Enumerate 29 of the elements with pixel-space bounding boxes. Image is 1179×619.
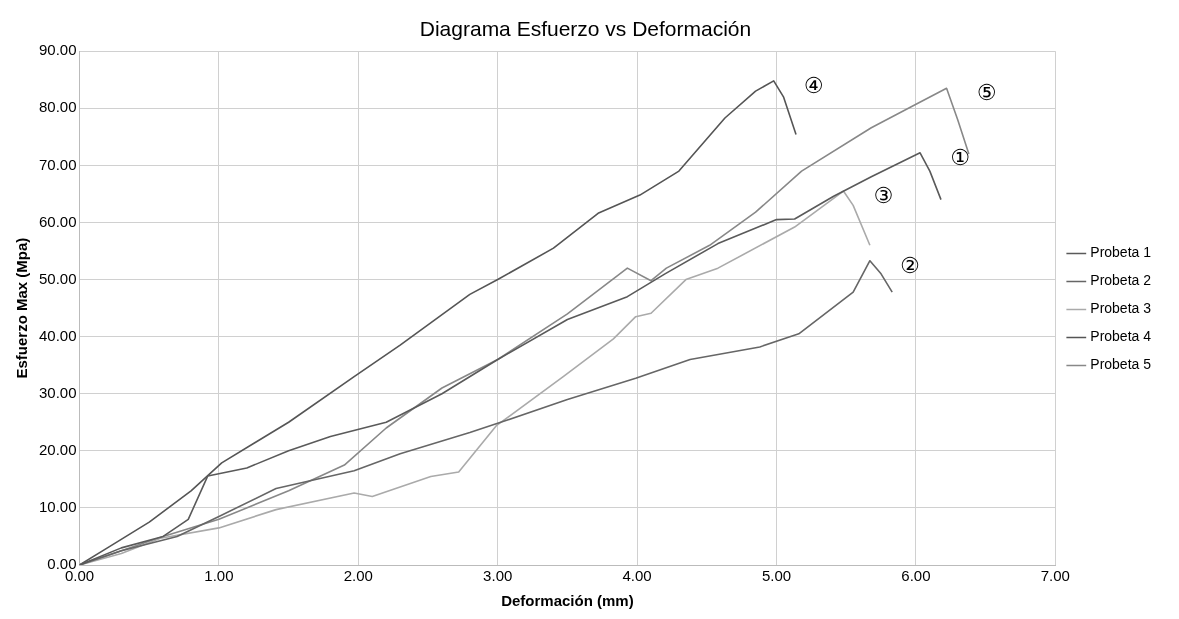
annotation: ① [950, 144, 970, 170]
y-tick-label: 90.00 [38, 41, 77, 59]
x-tick-label: 7.00 [1040, 567, 1070, 585]
annotation: ② [900, 252, 920, 278]
x-axis-title: Deformación (mm) [501, 592, 634, 610]
x-tick-label: 5.00 [761, 567, 792, 585]
legend-label: Probeta 4 [1090, 328, 1152, 345]
y-tick-label: 40.00 [38, 326, 77, 344]
x-tick-label: 1.00 [204, 567, 234, 585]
chart-title: Diagrama Esfuerzo vs Deformación [419, 17, 752, 41]
y-tick-label: 70.00 [38, 155, 77, 173]
annotation: ⑤ [976, 80, 997, 106]
y-tick-label: 20.00 [38, 440, 77, 458]
legend-label: Probeta 1 [1090, 244, 1152, 261]
y-tick-label: 50.00 [38, 269, 77, 287]
x-tick-label: 3.00 [483, 567, 513, 585]
y-tick-label: 10.00 [38, 498, 77, 516]
annotation: ④ [803, 72, 824, 98]
legend-label: Probeta 2 [1090, 272, 1152, 289]
y-tick-label: 80.00 [38, 98, 77, 116]
x-tick-label: 4.00 [622, 567, 652, 585]
x-tick-label: 6.00 [901, 567, 931, 585]
y-tick-label: 60.00 [38, 212, 77, 230]
x-tick-label: 2.00 [343, 567, 373, 585]
annotation: ③ [873, 183, 894, 209]
y-axis-title: Esfuerzo Max (Mpa) [13, 237, 31, 379]
legend-label: Probeta 5 [1090, 356, 1152, 373]
y-tick-label: 30.00 [38, 383, 77, 401]
legend-label: Probeta 3 [1090, 300, 1152, 317]
